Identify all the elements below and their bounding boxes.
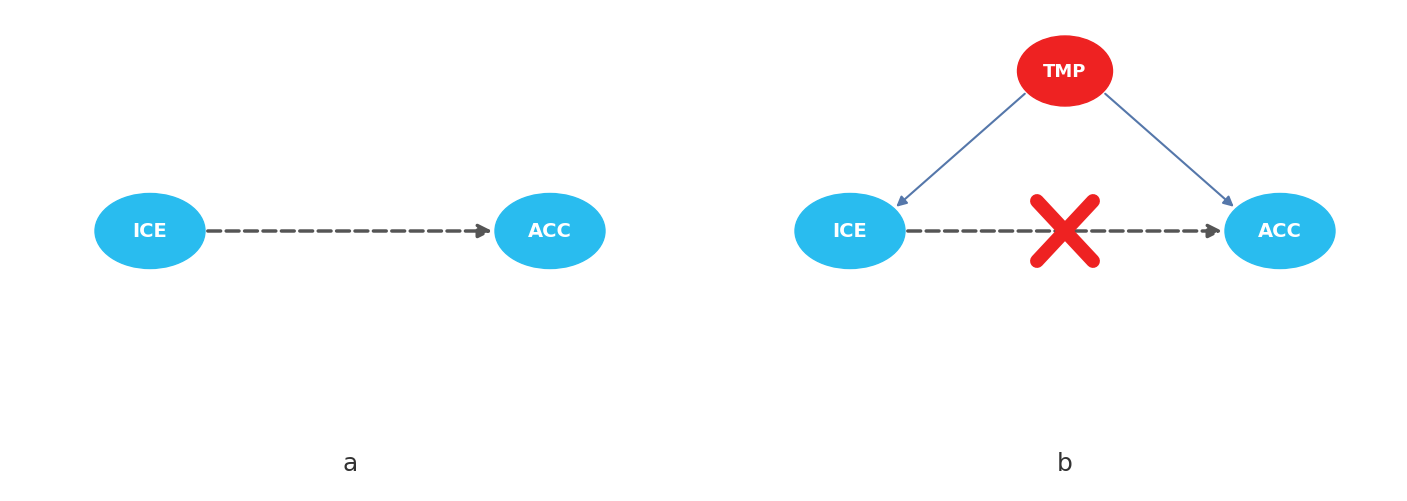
- Text: ICE: ICE: [132, 222, 167, 241]
- Text: b: b: [1057, 451, 1074, 475]
- Ellipse shape: [1017, 37, 1113, 107]
- Ellipse shape: [795, 194, 905, 269]
- Text: a: a: [342, 451, 357, 475]
- Text: ICE: ICE: [833, 222, 867, 241]
- Ellipse shape: [1225, 194, 1335, 269]
- Ellipse shape: [495, 194, 605, 269]
- Text: ACC: ACC: [1258, 222, 1301, 241]
- Text: TMP: TMP: [1044, 63, 1086, 81]
- Text: ACC: ACC: [528, 222, 571, 241]
- Ellipse shape: [96, 194, 205, 269]
